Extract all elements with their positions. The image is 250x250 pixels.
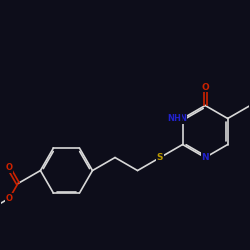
- Text: O: O: [6, 194, 13, 203]
- Text: NH: NH: [168, 114, 181, 123]
- Text: O: O: [5, 163, 12, 172]
- Text: S: S: [157, 153, 163, 162]
- Text: O: O: [201, 83, 209, 92]
- Text: N: N: [179, 114, 186, 123]
- Text: N: N: [201, 153, 209, 162]
